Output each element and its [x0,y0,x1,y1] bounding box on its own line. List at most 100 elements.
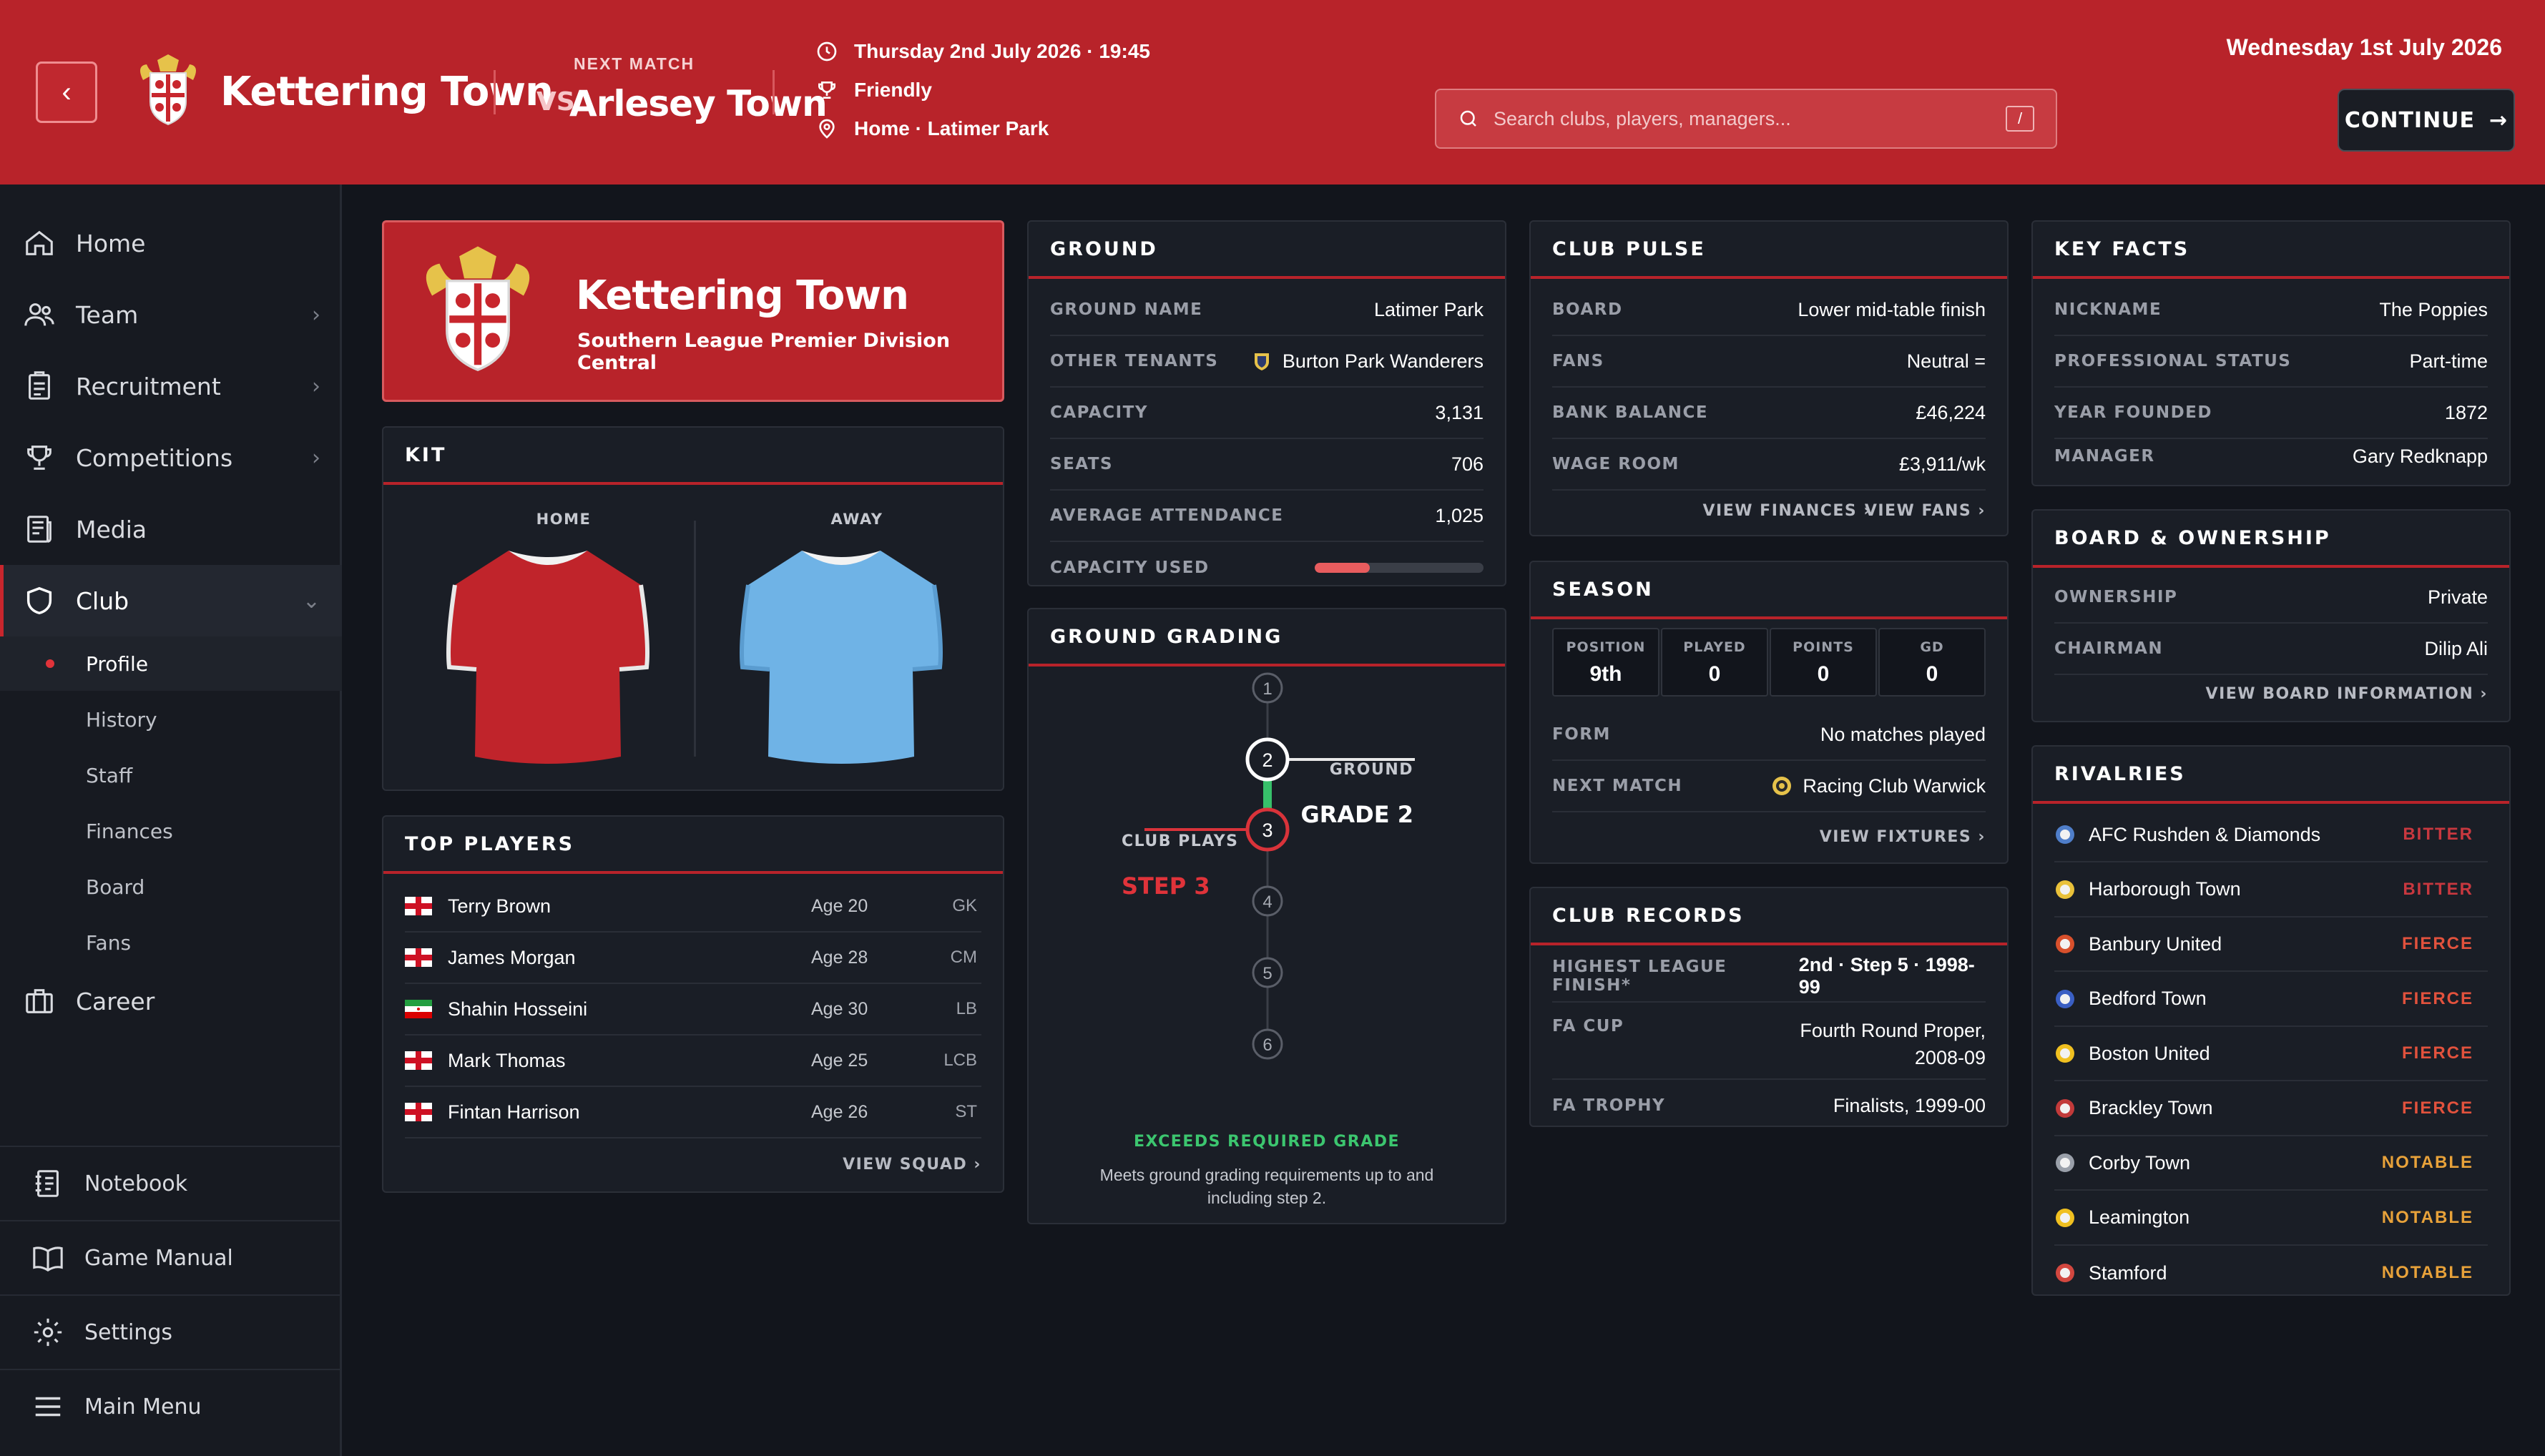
clock-icon [817,41,837,62]
next-match-value[interactable]: Racing Club Warwick [1771,775,1986,797]
bank-balance-row: BANK BALANCE £46,224 [1552,388,1986,439]
ground-name-row: GROUND NAME Latimer Park [1050,285,1484,336]
club-badge-icon [2056,825,2074,844]
stat-key: PLAYED [1683,639,1746,655]
rivalry-row[interactable]: Stamford NOTABLE [2054,1246,2488,1300]
grading-description-line2: including step 2. [1207,1189,1327,1207]
sidebar-item-career[interactable]: Career [0,965,342,1037]
player-age: Age 28 [811,947,868,968]
iran-flag-icon [405,1000,432,1018]
subitem-label: History [86,707,157,732]
manager-row: MANAGER Gary Redknapp [2054,431,2488,482]
continue-button[interactable]: CONTINUE → [2338,89,2515,152]
row-key: NEXT MATCH [1552,777,1683,795]
player-row[interactable]: Shahin Hosseini Age 30 LB [405,984,981,1036]
search-input[interactable] [1494,107,2006,130]
header-club-name[interactable]: Kettering Town [220,69,554,115]
player-name: James Morgan [448,946,576,968]
sidebar-subitem-fans[interactable]: Fans [0,915,342,970]
sidebar-item-media[interactable]: Media [0,493,342,565]
sidebar-item-label: Main Menu [84,1394,202,1420]
season-gd-box: GD 0 [1878,628,1986,697]
seats-value: 706 [1451,453,1484,475]
sidebar-item-recruitment[interactable]: Recruitment › [0,350,342,422]
form-value: No matches played [1820,723,1986,745]
capacity-row: CAPACITY 3,131 [1050,388,1484,439]
rivalry-row[interactable]: Brackley Town FIERCE [2054,1082,2488,1136]
tenant-value[interactable]: Burton Park Wanderers [1251,350,1484,373]
sidebar-subitem-finances[interactable]: Finances [0,804,342,858]
view-finances-link[interactable]: VIEW FINANCES › [1702,502,1871,520]
next-match-row: NEXT MATCH Racing Club Warwick [1552,761,1986,812]
sidebar-subitem-history[interactable]: History [0,692,342,747]
rivalry-row[interactable]: Banbury United FIERCE [2054,918,2488,972]
next-match-label: NEXT MATCH [574,54,695,73]
hero-club-name: Kettering Town [576,272,909,319]
rivalries-card: RIVALRIES AFC Rushden & Diamonds BITTER Ha… [2031,745,2511,1296]
sidebar-subitem-board[interactable]: Board [0,860,342,914]
england-flag-icon [405,1051,432,1070]
sidebar-item-home[interactable]: Home [0,207,342,279]
sidebar-item-team[interactable]: Team › [0,279,342,350]
back-button[interactable]: ‹ [36,62,97,123]
rivalry-row[interactable]: AFC Rushden & Diamonds BITTER [2054,808,2488,862]
rival-club-name: AFC Rushden & Diamonds [2089,823,2321,845]
sidebar-item-label: Notebook [84,1171,188,1196]
rivalry-row[interactable]: Corby Town NOTABLE [2054,1136,2488,1191]
sidebar-item-club[interactable]: Club ⌄ [0,565,342,636]
chairman-value[interactable]: Dilip Ali [2424,637,2488,659]
player-row[interactable]: Fintan Harrison Age 26 ST [405,1087,981,1138]
current-date: Wednesday 1st July 2026 [2226,34,2502,60]
grading-verdict: EXCEEDS REQUIRED GRADE [1133,1133,1401,1151]
player-row[interactable]: James Morgan Age 28 CM [405,933,981,984]
kit-card: KIT HOME AWAY [382,426,1004,791]
briefcase-icon [26,989,53,1013]
rivalry-row[interactable]: Boston United FIERCE [2054,1027,2488,1081]
sidebar-item-game-manual[interactable]: Game Manual [0,1220,342,1294]
player-name: Fintan Harrison [448,1101,580,1123]
search-box[interactable]: / [1435,89,2057,149]
sidebar-item-label: Recruitment [76,372,221,400]
chevron-right-icon: › [312,373,320,399]
sidebar-subitem-staff[interactable]: Staff [0,748,342,802]
chevron-right-icon: › [312,445,320,471]
subitem-label: Finances [86,819,173,843]
player-row[interactable]: Terry Brown Age 20 GK [405,881,981,933]
active-dot [46,659,54,668]
next-opponent[interactable]: Arlesey Town [569,83,828,124]
player-position: CM [950,948,977,967]
rival-club-name: Corby Town [2089,1151,2191,1174]
sidebar-item-notebook[interactable]: Notebook [0,1146,342,1220]
view-board-information-link[interactable]: VIEW BOARD INFORMATION › [2205,685,2488,703]
row-key: MANAGER [2054,447,2155,466]
sidebar-item-label: Media [76,515,147,543]
sidebar-subitem-profile[interactable]: Profile [0,636,342,691]
view-fixtures-link[interactable]: VIEW FIXTURES › [1819,828,1986,846]
stat-key: POINTS [1793,639,1854,655]
manager-value[interactable]: Gary Redknapp [2352,445,2488,467]
year-founded-value: 1872 [2444,401,2488,423]
rivalry-row[interactable]: Bedford Town FIERCE [2054,973,2488,1027]
sidebar-item-settings[interactable]: Settings [0,1294,342,1369]
step-5: 5 [1252,957,1283,988]
rivalry-row[interactable]: Harborough Town BITTER [2054,863,2488,918]
player-position: GK [952,896,977,915]
player-position: LCB [943,1051,977,1070]
view-squad-link[interactable]: VIEW SQUAD › [843,1156,981,1174]
sidebar-item-competitions[interactable]: Competitions › [0,422,342,493]
card-title: CLUB RECORDS [1531,888,2007,945]
arrow-right-icon: → [2489,107,2509,133]
notebook-icon [35,1170,59,1197]
hero-league[interactable]: Southern League Premier Division Central [577,330,951,374]
row-key: BOARD [1552,300,1623,319]
player-row[interactable]: Mark Thomas Age 25 LCB [405,1036,981,1087]
club-badge-icon [2056,1098,2074,1118]
row-key: CAPACITY USED [1050,559,1210,577]
rivalry-row[interactable]: Leamington NOTABLE [2054,1191,2488,1246]
sidebar-item-main-menu[interactable]: Main Menu [0,1369,342,1443]
step-1: 1 [1252,672,1283,704]
board-expectation-row: BOARD Lower mid-table finish [1552,285,1986,336]
view-fans-link[interactable]: VIEW FANS › [1864,502,1986,520]
subitem-label: Staff [86,763,133,787]
card-title: KIT [383,428,1003,485]
